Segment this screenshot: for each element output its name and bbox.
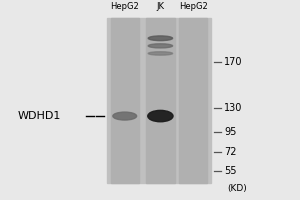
Ellipse shape — [113, 112, 136, 120]
Bar — [107, 18, 211, 183]
Text: JK: JK — [156, 2, 164, 11]
Ellipse shape — [148, 36, 172, 41]
Ellipse shape — [148, 52, 172, 55]
Text: HepG2: HepG2 — [179, 2, 208, 11]
Bar — [111, 18, 139, 183]
Text: 170: 170 — [224, 57, 243, 67]
Ellipse shape — [148, 44, 172, 48]
Text: WDHD1: WDHD1 — [18, 111, 61, 121]
Text: 130: 130 — [224, 103, 243, 113]
Bar — [179, 18, 207, 183]
Text: HepG2: HepG2 — [110, 2, 139, 11]
Ellipse shape — [148, 110, 173, 122]
Text: 95: 95 — [224, 127, 237, 137]
Bar — [146, 18, 175, 183]
Text: 55: 55 — [224, 166, 237, 176]
Text: 72: 72 — [224, 147, 237, 157]
Text: (KD): (KD) — [227, 184, 247, 193]
